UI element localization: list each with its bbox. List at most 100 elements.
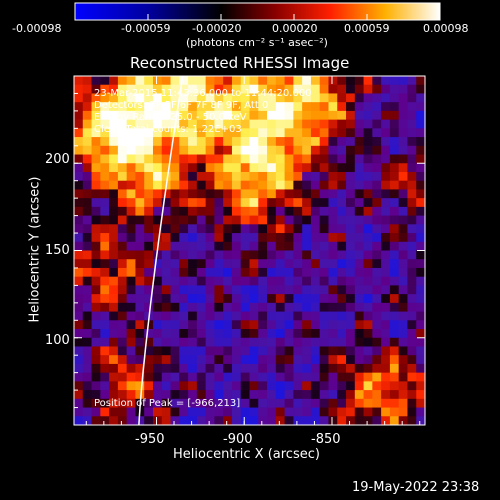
- heatmap-cell: [100, 311, 110, 321]
- heatmap-cell: [328, 355, 338, 365]
- heatmap-cell: [302, 259, 312, 269]
- heatmap-cell: [328, 224, 338, 234]
- heatmap-cell: [381, 381, 391, 391]
- heatmap-cell: [74, 180, 84, 191]
- heatmap-cell: [389, 128, 400, 138]
- heatmap-cell: [144, 329, 154, 339]
- heatmap-cell: [161, 154, 172, 164]
- heatmap-cell: [170, 267, 180, 278]
- heatmap-cell: [363, 285, 373, 295]
- heatmap-cell: [416, 276, 425, 286]
- heatmap-cell: [346, 119, 356, 129]
- heatmap-cell: [310, 215, 321, 225]
- heatmap-cell: [109, 390, 119, 400]
- heatmap-cell: [319, 372, 330, 382]
- heatmap-cell: [91, 346, 101, 356]
- heatmap-cell: [258, 398, 268, 409]
- heatmap-cell: [284, 241, 294, 252]
- heatmap-cell: [407, 137, 417, 147]
- heatmap-cell: [82, 355, 93, 365]
- heatmap-cell: [100, 198, 110, 208]
- heatmap-cell: [196, 250, 207, 260]
- heatmap-cell: [240, 198, 251, 208]
- heatmap-cell: [328, 372, 338, 382]
- heatmap-cell: [293, 171, 303, 182]
- heatmap-cell: [337, 163, 347, 173]
- heatmap-cell: [284, 198, 294, 208]
- heatmap-cell: [91, 329, 101, 339]
- heatmap-cell: [126, 180, 137, 191]
- heatmap-cell: [240, 381, 251, 391]
- heatmap-cell: [416, 93, 425, 103]
- heatmap-cell: [231, 372, 242, 382]
- heatmap-cell: [188, 145, 198, 156]
- heatmap-cell: [363, 119, 373, 129]
- heatmap-cell: [372, 329, 382, 339]
- heatmap-cell: [258, 233, 268, 243]
- heatmap-cell: [354, 329, 365, 339]
- heatmap-cell: [416, 302, 425, 313]
- heatmap-cell: [267, 171, 277, 182]
- heatmap-cell: [188, 119, 198, 129]
- heatmap-cell: [249, 110, 259, 121]
- heatmap-cell: [240, 110, 251, 121]
- heatmap-cell: [381, 137, 391, 147]
- heatmap-cell: [214, 189, 224, 199]
- heatmap-cell: [188, 381, 198, 391]
- heatmap-cell: [100, 215, 110, 225]
- heatmap-cell: [109, 224, 119, 234]
- heatmap-cell: [398, 372, 409, 382]
- heatmap-cell: [161, 259, 172, 269]
- heatmap-cell: [240, 241, 251, 252]
- heatmap-cell: [249, 154, 259, 164]
- heatmap-cell: [267, 76, 277, 86]
- heatmap-cell: [126, 294, 137, 304]
- heatmap-cell: [337, 381, 347, 391]
- heatmap-cell: [223, 276, 233, 286]
- heatmap-cell: [74, 381, 84, 391]
- heatmap-cell: [188, 355, 198, 365]
- heatmap-cell: [310, 154, 321, 164]
- heatmap-cell: [170, 250, 180, 260]
- heatmap-cell: [363, 250, 373, 260]
- heatmap-cell: [152, 84, 163, 95]
- heatmap-cell: [302, 285, 312, 295]
- heatmap-cell: [337, 171, 347, 182]
- colorbar-label: (photons cm⁻² s⁻¹ asec⁻²): [186, 36, 328, 49]
- heatmap-cell: [389, 346, 400, 356]
- heatmap-cell: [188, 128, 198, 138]
- heatmap-cell: [319, 128, 330, 138]
- annotation-energy: Energy Range: 25.0 - 50.0 keV: [94, 112, 247, 123]
- heatmap-cell: [135, 294, 145, 304]
- heatmap-cell: [346, 311, 356, 321]
- heatmap-cell: [249, 398, 259, 409]
- heatmap-cell: [275, 241, 286, 252]
- heatmap-cell: [389, 372, 400, 382]
- heatmap-cell: [126, 390, 137, 400]
- heatmap-cells: [74, 76, 425, 425]
- heatmap-cell: [310, 137, 321, 147]
- heatmap-cell: [74, 189, 84, 199]
- heatmap-cell: [170, 241, 180, 252]
- heatmap-cell: [381, 180, 391, 191]
- heatmap-cell: [284, 329, 294, 339]
- heatmap-cell: [258, 128, 268, 138]
- heatmap-cell: [381, 163, 391, 173]
- heatmap-cell: [337, 407, 347, 417]
- heatmap-cell: [284, 267, 294, 278]
- heatmap-cell: [398, 189, 409, 199]
- heatmap-cell: [188, 267, 198, 278]
- heatmap-cell: [205, 76, 216, 86]
- heatmap-cell: [302, 302, 312, 313]
- heatmap-cell: [135, 381, 145, 391]
- heatmap-cell: [223, 110, 233, 121]
- heatmap-cell: [205, 110, 216, 121]
- heatmap-cell: [161, 224, 172, 234]
- heatmap-cell: [416, 250, 425, 260]
- heatmap-cell: [188, 259, 198, 269]
- heatmap-cell: [188, 189, 198, 199]
- heatmap-cell: [82, 128, 93, 138]
- heatmap-cell: [82, 407, 93, 417]
- heatmap-cell: [205, 259, 216, 269]
- heatmap-cell: [117, 128, 128, 138]
